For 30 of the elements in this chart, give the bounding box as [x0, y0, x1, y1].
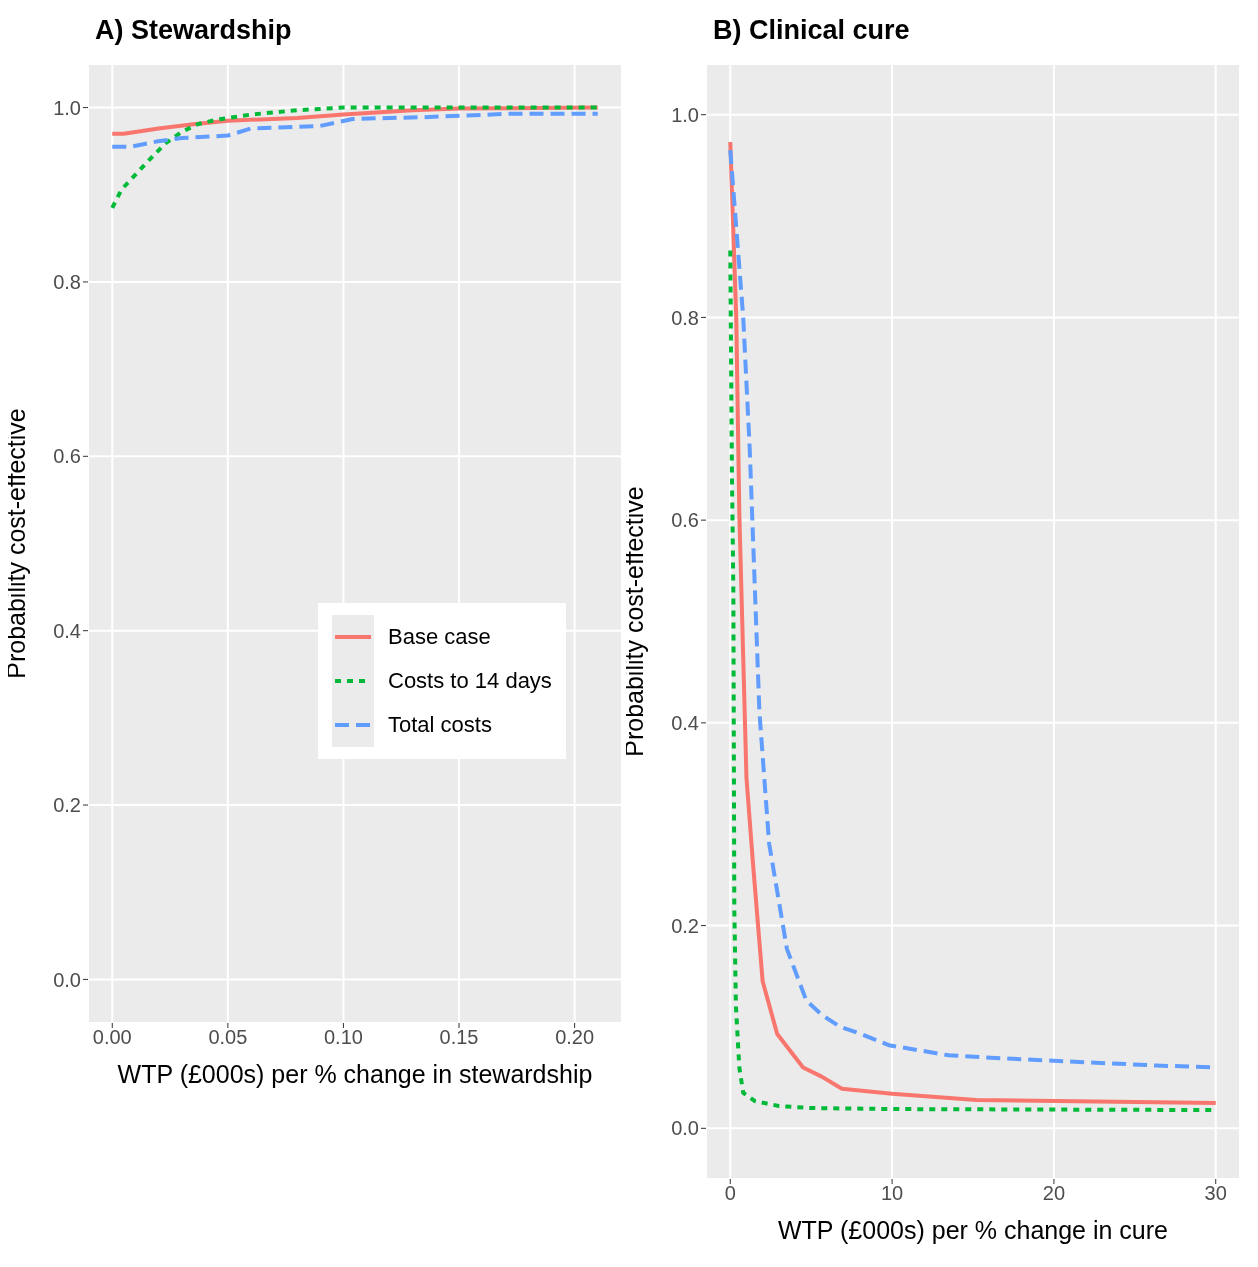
x-tick-label: 20 [1042, 1182, 1066, 1205]
x-tick-label: 30 [1204, 1182, 1227, 1205]
y-tick-label: 0.0 [53, 968, 81, 991]
x-tick-label: 0.10 [323, 1026, 363, 1049]
y-tick-label: 0.2 [671, 914, 699, 937]
x-tick-label: 0.00 [92, 1026, 132, 1049]
line-series [110, 111, 600, 149]
y-tick-label: 0.6 [671, 509, 699, 532]
chart-title: B) Clinical cure [712, 14, 911, 47]
y-tick-label: 0.8 [671, 306, 699, 329]
x-axis-title: WTP (£000s) per % change in stewardship [117, 1060, 593, 1088]
y-tick-label: 1.0 [671, 103, 699, 126]
x-tick-label: 0.15 [439, 1026, 479, 1049]
x-tick-label: 0.20 [555, 1026, 595, 1049]
line-series [110, 105, 600, 210]
legend-label: Base case [388, 624, 491, 650]
x-axis-title: WTP (£000s) per % change in cure [777, 1216, 1169, 1244]
x-tick-label: 0.05 [208, 1026, 248, 1049]
y-tick-label: 0.8 [53, 271, 81, 294]
chart-title: A) Stewardship [94, 14, 293, 47]
y-tick-label: 0.0 [671, 1117, 699, 1140]
y-tick-label: 1.0 [53, 96, 81, 119]
legend-label: Costs to 14 days [388, 668, 552, 694]
y-tick-label: 0.6 [53, 445, 81, 468]
x-tick-label: 0 [724, 1182, 736, 1205]
y-tick-label: 0.4 [671, 711, 699, 734]
legend-label: Total costs [388, 712, 492, 738]
y-tick-label: 0.4 [53, 619, 81, 642]
y-tick-label: 0.2 [53, 794, 81, 817]
x-tick-label: 10 [880, 1182, 904, 1205]
